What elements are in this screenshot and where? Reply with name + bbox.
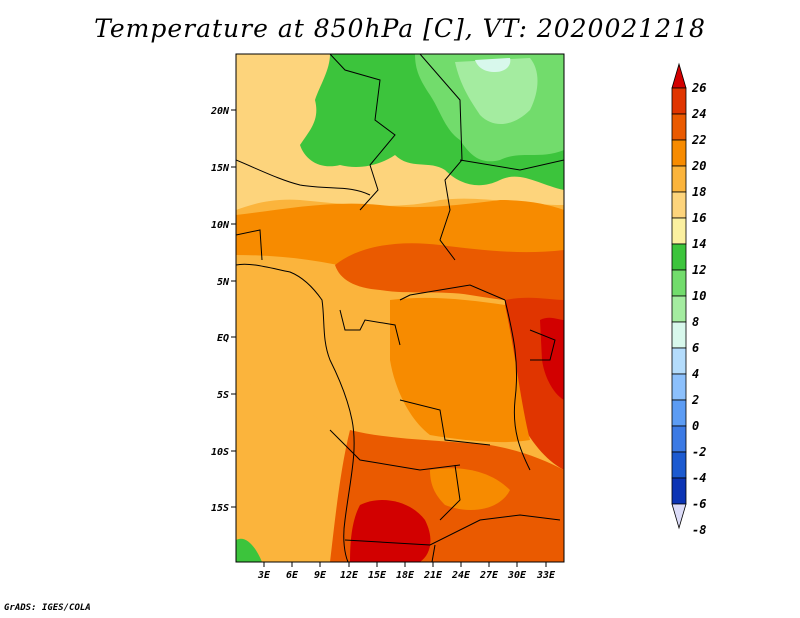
colorbar-label: 6 xyxy=(692,341,699,355)
colorbar-label: -2 xyxy=(692,445,706,459)
colorbar-label: -4 xyxy=(692,471,706,485)
colorbar-label: 0 xyxy=(692,419,699,433)
colorbar-arrow-top xyxy=(671,62,687,89)
lat-label: 5S xyxy=(217,390,229,401)
colorbar-segment xyxy=(671,217,687,245)
lon-label: 27E xyxy=(479,570,499,581)
lon-label: 21E xyxy=(423,570,443,581)
colorbar-label: 22 xyxy=(691,133,706,147)
lat-label: 10S xyxy=(211,447,229,458)
colorbar-segment xyxy=(671,165,687,193)
colorbar-label: 26 xyxy=(691,81,706,95)
colorbar-segment xyxy=(671,347,687,375)
lon-label: 33E xyxy=(536,570,556,581)
colorbar-label: 24 xyxy=(691,107,706,121)
colorbar-segment xyxy=(671,451,687,479)
lat-label: 10N xyxy=(211,220,230,231)
colorbar-label: -6 xyxy=(692,497,706,511)
lon-label: 3E xyxy=(257,570,271,581)
colorbar-segment xyxy=(671,295,687,323)
colorbar-segment xyxy=(671,139,687,167)
colorbar-label: 16 xyxy=(692,211,706,225)
colorbar-label: 20 xyxy=(691,159,706,173)
colorbar-segment xyxy=(671,243,687,271)
colorbar-label: 2 xyxy=(691,393,699,407)
temperature-field xyxy=(236,54,564,562)
lon-label: 12E xyxy=(340,570,359,581)
map-frame xyxy=(235,53,565,563)
colorbar-segment xyxy=(671,321,687,349)
lat-label: 15N xyxy=(211,163,230,174)
coastlines-borders xyxy=(236,54,564,562)
lat-label: 5N xyxy=(217,277,230,288)
colorbar-label: 14 xyxy=(692,237,706,251)
lon-label: 15E xyxy=(368,570,387,581)
colorbar-arrow-bottom xyxy=(671,503,687,530)
colorbar-segment xyxy=(671,399,687,427)
colorbar-label: 8 xyxy=(692,315,699,329)
map-title: Temperature at 850hPa [C], VT: 202002121… xyxy=(94,14,706,43)
lon-axis: 3E 6E 9E 12E 15E 18E 21E 24E 27E 30E 33E xyxy=(257,562,556,581)
lon-label: 9E xyxy=(314,570,327,581)
lat-label: 15S xyxy=(211,503,229,514)
colorbar-label: -8 xyxy=(692,523,706,537)
colorbar-label: 12 xyxy=(692,263,706,277)
lat-label: EQ xyxy=(217,333,229,344)
colorbar-label: 18 xyxy=(692,185,706,199)
colorbar-segment xyxy=(671,191,687,219)
lon-label: 6E xyxy=(286,570,299,581)
colorbar-label: 4 xyxy=(692,367,699,381)
colorbar-segment xyxy=(671,269,687,297)
lat-axis: 20N 15N 10N 5N EQ 5S 10S 15S xyxy=(210,106,236,514)
colorbar-segment xyxy=(671,477,687,505)
colorbar-label: 10 xyxy=(692,289,706,303)
colorbar-segment xyxy=(671,113,687,141)
lon-label: 30E xyxy=(507,570,527,581)
colorbar-segment xyxy=(671,425,687,453)
lon-label: 18E xyxy=(396,570,415,581)
colorbar-segment xyxy=(671,87,687,115)
lon-label: 24E xyxy=(451,570,471,581)
grads-credit: GrADS: IGES/COLA xyxy=(4,603,91,613)
colorbar-segment xyxy=(671,373,687,401)
lat-label: 20N xyxy=(210,106,230,117)
